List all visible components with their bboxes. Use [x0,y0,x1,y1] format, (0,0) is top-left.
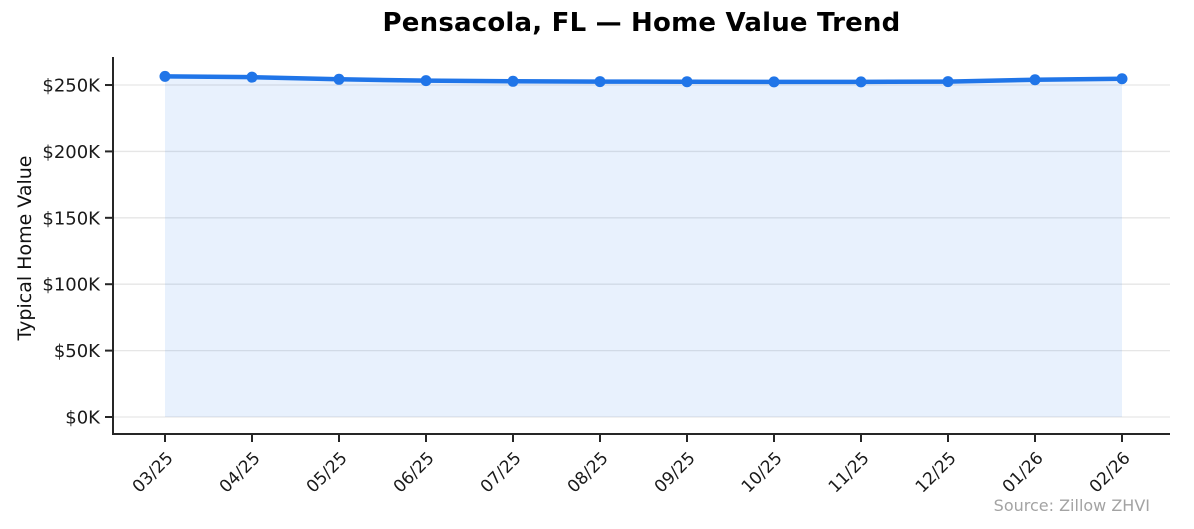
x-tick-label: 01/26 [999,448,1048,497]
x-tick-label: 07/25 [477,448,526,497]
y-tick-label: $0K [65,408,101,429]
data-point [855,76,867,88]
y-tick-label: $200K [42,142,101,163]
data-point [159,70,171,82]
data-point [507,75,519,87]
data-point [681,76,693,88]
y-tick-label: $100K [42,275,101,296]
source-note: Source: Zillow ZHVI [993,496,1150,515]
data-point [1116,73,1128,85]
x-tick-label: 09/25 [651,448,700,497]
x-tick-label: 04/25 [216,448,265,497]
chart-title: Pensacola, FL — Home Value Trend [382,8,901,38]
x-tick-label: 11/25 [825,448,874,497]
y-tick-label: $50K [54,341,101,362]
data-point [420,75,432,87]
data-point [246,71,258,83]
data-point [768,76,780,88]
x-tick-label: 12/25 [912,448,961,497]
data-point [594,76,606,88]
x-tick-label: 03/25 [129,448,178,497]
x-tick-label: 02/26 [1086,448,1135,497]
x-tick-label: 05/25 [303,448,352,497]
data-point [942,76,954,88]
trend-line [162,74,1125,85]
x-tick-label: 06/25 [390,448,439,497]
data-point [1029,74,1041,86]
y-tick-label: $250K [42,76,101,97]
x-tick-label: 08/25 [564,448,613,497]
area-fill [165,76,1122,418]
x-tick-label: 10/25 [738,448,787,497]
data-point [333,73,345,85]
y-tick-label: $150K [42,208,101,229]
